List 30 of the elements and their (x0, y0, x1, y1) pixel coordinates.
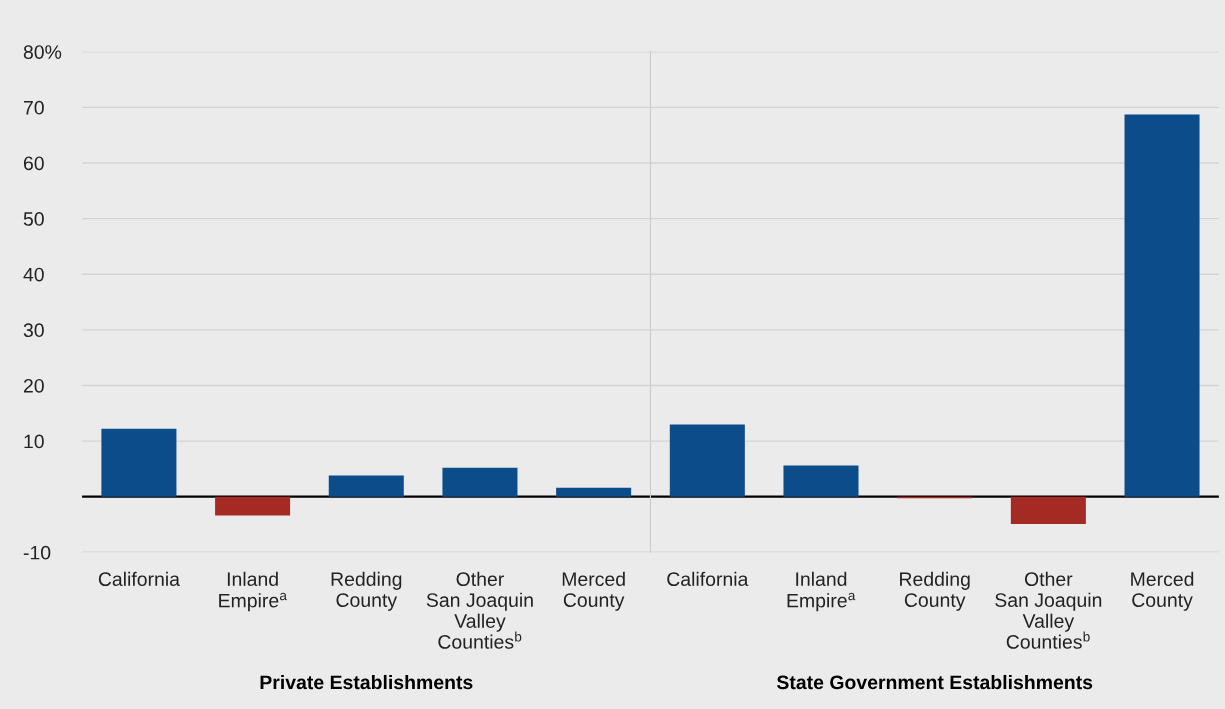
y-tick-label: 60 (23, 156, 44, 171)
y-tick-label: 70 (23, 100, 44, 115)
y-tick-label: 20 (23, 378, 44, 393)
x-axis-title: Private Establishments (260, 674, 473, 690)
x-tick-label: Other San Joaquin Valley Counties$^{b}$ (426, 571, 533, 649)
y-tick-label: 80% (23, 45, 62, 59)
x-tick-label: Redding County (900, 571, 970, 611)
bar (556, 487, 632, 497)
x-tick-label: Inland Empire$^{a}$ (219, 571, 287, 612)
x-tick-label: Redding County (331, 571, 402, 611)
y-tick-label: 30 (23, 323, 44, 338)
bar (1010, 496, 1086, 524)
x-axis-title: State Government Establishments (776, 674, 1093, 690)
x-tick-label: Merced County (1131, 571, 1194, 611)
x-tick-label: California (98, 571, 180, 587)
y-tick-label: 10 (24, 434, 44, 449)
bar (328, 475, 404, 497)
y-tick-label: 40 (23, 267, 44, 282)
bar (442, 467, 518, 497)
x-tick-label: Inland Empire$^{a}$ (787, 571, 856, 612)
bar (669, 424, 745, 497)
x-tick-label: Other San Joaquin Valley Counties$^{b}$ (995, 571, 1102, 649)
y-tick-label: 50 (23, 212, 44, 226)
bar (101, 428, 177, 497)
bar (1124, 114, 1200, 497)
x-tick-label: California (667, 571, 749, 587)
x-tick-label: Merced County (562, 571, 625, 611)
bar (783, 465, 859, 497)
bar (215, 496, 291, 516)
y-tick-label: -10 (23, 545, 51, 560)
